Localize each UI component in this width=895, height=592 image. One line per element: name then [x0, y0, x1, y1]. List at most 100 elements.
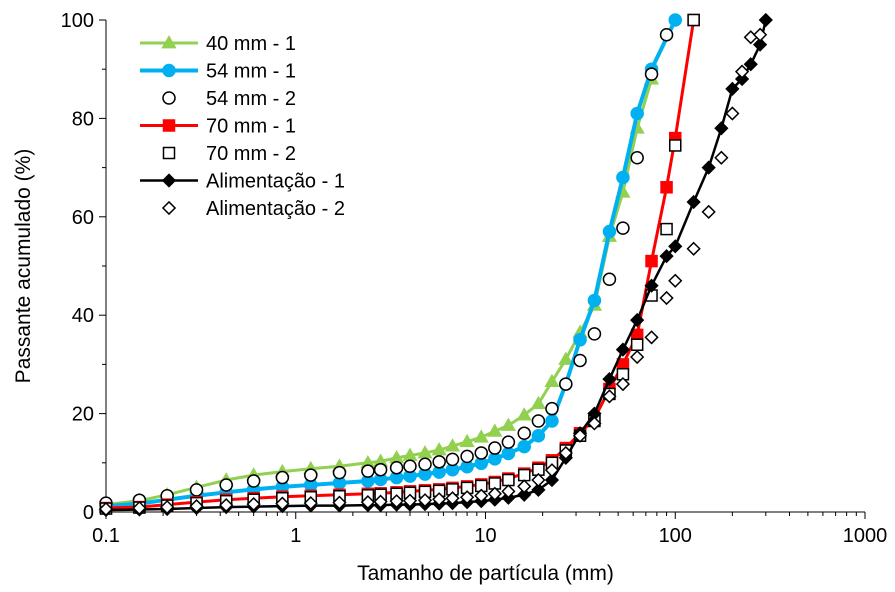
data-point	[630, 106, 644, 121]
data-point	[417, 493, 433, 508]
data-point	[701, 160, 716, 175]
legend-label: 54 mm - 2	[206, 88, 296, 110]
series-3	[99, 28, 674, 510]
data-point	[219, 498, 234, 513]
data-point	[668, 13, 682, 27]
data-point	[160, 499, 175, 515]
data-point	[714, 121, 729, 136]
legend-label: 70 mm - 1	[206, 116, 296, 138]
data-point	[189, 483, 204, 497]
data-point	[714, 150, 729, 165]
y-tick-label: 80	[72, 108, 94, 130]
legend-item-3: 54 mm - 2	[162, 88, 296, 110]
data-point	[516, 407, 532, 421]
data-point	[687, 13, 700, 27]
data-point	[246, 497, 261, 512]
data-point	[303, 496, 318, 511]
data-point	[488, 441, 502, 455]
data-point	[389, 460, 404, 475]
data-point	[630, 349, 645, 365]
data-point	[660, 222, 673, 236]
y-tick-label: 0	[83, 502, 94, 524]
data-point	[500, 417, 517, 431]
data-point	[275, 470, 290, 485]
legend-label: 40 mm - 1	[206, 33, 296, 55]
data-point	[246, 474, 261, 488]
data-point	[615, 376, 631, 392]
data-point	[389, 494, 404, 509]
data-point	[332, 495, 347, 510]
data-point	[98, 501, 114, 517]
data-point	[304, 468, 318, 482]
data-point	[645, 254, 658, 268]
data-point	[432, 492, 447, 507]
data-point	[587, 327, 602, 341]
x-axis-title: Tamanho de partícula (mm)	[357, 562, 614, 585]
x-tick-label: 1000	[843, 525, 888, 547]
x-tick-label: 100	[659, 525, 692, 547]
x-tick-label: 10	[474, 525, 496, 547]
axes: 0.1 1 10 100 1000 0 20 40 60 80 100	[61, 10, 888, 547]
series-line	[105, 19, 767, 512]
data-point	[474, 446, 489, 460]
data-point	[531, 482, 546, 497]
y-axis-title: Passante acumulado (%)	[12, 149, 35, 384]
data-point	[373, 494, 388, 509]
data-point	[431, 442, 447, 456]
legend-marker	[162, 91, 176, 105]
data-point	[517, 487, 532, 502]
data-point	[734, 64, 750, 79]
data-point	[659, 28, 674, 42]
legend-marker	[161, 35, 177, 49]
data-point	[668, 239, 683, 254]
legend-item-4: 70 mm - 1	[140, 116, 296, 138]
data-point	[502, 473, 515, 487]
data-point	[752, 27, 768, 42]
data-point	[219, 478, 233, 492]
data-point	[669, 139, 682, 152]
data-point	[473, 429, 489, 443]
data-point	[545, 401, 559, 416]
y-tick-label: 20	[72, 404, 94, 426]
data-point	[602, 372, 617, 387]
data-point	[418, 457, 432, 472]
data-point	[725, 106, 740, 121]
data-point	[501, 484, 516, 499]
data-point	[602, 272, 617, 287]
legend-item-2: 54 mm - 1	[140, 61, 296, 83]
data-point	[517, 468, 531, 482]
data-point	[660, 181, 673, 194]
data-point	[360, 495, 376, 510]
data-point	[459, 433, 475, 448]
data-point	[373, 462, 388, 477]
data-point	[544, 472, 560, 488]
data-point	[644, 278, 659, 293]
legend-label: 54 mm - 1	[206, 61, 296, 83]
data-point	[734, 71, 750, 87]
data-point	[602, 389, 617, 404]
legend-marker	[162, 63, 176, 78]
data-point	[501, 435, 516, 449]
data-point	[602, 224, 617, 239]
data-point	[531, 472, 546, 488]
data-point	[559, 377, 573, 391]
data-point	[573, 353, 587, 368]
data-point	[275, 496, 290, 511]
data-point	[531, 414, 546, 428]
data-point	[460, 490, 475, 505]
data-point	[501, 446, 516, 461]
data-point	[630, 151, 644, 165]
data-point	[517, 439, 531, 454]
data-point	[743, 57, 758, 72]
data-point	[558, 351, 574, 365]
data-point	[487, 486, 502, 501]
data-point	[668, 273, 683, 288]
legend: 40 mm - 1 54 mm - 1 54 mm - 2 70 mm - 1 70 m…	[140, 33, 345, 220]
legend-marker	[162, 146, 176, 160]
data-point	[445, 452, 460, 467]
data-point	[189, 498, 204, 514]
data-point	[332, 465, 347, 480]
data-point	[517, 426, 531, 441]
legend-item-5: 70 mm - 2	[162, 143, 296, 165]
data-point	[531, 428, 546, 443]
